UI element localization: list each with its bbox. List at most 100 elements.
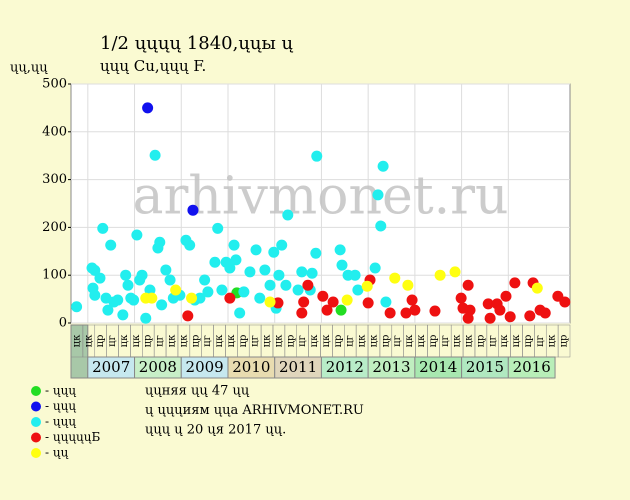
data-point xyxy=(224,292,236,304)
period-label: цк xyxy=(166,334,177,347)
y-tick-label: 200 xyxy=(42,220,67,235)
data-point xyxy=(202,286,214,298)
period-label: цр xyxy=(238,335,249,348)
data-point xyxy=(494,304,506,316)
data-point xyxy=(306,267,318,279)
data-point xyxy=(164,274,176,286)
data-point xyxy=(402,279,414,291)
year-label: 2010 xyxy=(232,358,270,376)
data-point xyxy=(238,286,250,298)
period-cell xyxy=(557,324,571,358)
period-label: цр xyxy=(380,335,391,348)
data-point xyxy=(380,296,392,308)
data-point xyxy=(182,310,194,322)
data-point xyxy=(102,304,114,316)
watermark: arhivmonet.ru xyxy=(132,167,508,227)
note: ųųų ų 20 ųя 2017 ųų. xyxy=(145,423,286,438)
data-point xyxy=(449,266,461,278)
data-point xyxy=(389,272,401,284)
data-point xyxy=(341,294,353,306)
y-tick-label: 500 xyxy=(42,77,67,92)
period-label: цк xyxy=(499,334,510,347)
data-point xyxy=(194,292,206,304)
data-point xyxy=(500,290,512,302)
data-point xyxy=(484,312,496,324)
period-label: цг xyxy=(392,335,403,347)
data-point xyxy=(384,307,396,319)
data-point xyxy=(264,296,276,308)
period-label: цг xyxy=(155,335,166,347)
period-label: цг xyxy=(297,335,308,347)
legend-label: - ųųų xyxy=(45,399,76,413)
period-label: цг xyxy=(345,335,356,347)
year-label: 2016 xyxy=(513,358,551,376)
data-point xyxy=(105,239,117,251)
data-point xyxy=(524,310,536,322)
data-point xyxy=(276,239,288,251)
period-label: цк xyxy=(273,334,284,347)
data-point xyxy=(254,292,266,304)
data-point xyxy=(559,296,571,308)
period-label: цк xyxy=(321,334,332,347)
data-point xyxy=(334,244,346,256)
y-tick-label: 0 xyxy=(59,316,67,331)
data-point xyxy=(170,284,182,296)
period-label: цк xyxy=(511,334,522,347)
data-point xyxy=(140,312,152,324)
data-point xyxy=(184,239,196,251)
year-label: 2015 xyxy=(466,358,504,376)
period-label: цк xyxy=(262,334,273,347)
year-label: 2007 xyxy=(92,358,130,376)
data-point xyxy=(311,150,323,162)
data-point xyxy=(375,220,387,232)
period-label: цк xyxy=(357,334,368,347)
legend-label: - ųų xyxy=(45,446,69,460)
legend-marker xyxy=(31,386,41,396)
year-label: 2009 xyxy=(186,358,224,376)
data-point xyxy=(409,304,421,316)
data-point xyxy=(298,296,310,308)
y-axis-label: ųų,ųų xyxy=(10,61,48,76)
data-point xyxy=(455,292,467,304)
data-point xyxy=(369,262,381,274)
period-label: цг xyxy=(107,335,118,347)
period-label: цр xyxy=(559,335,570,348)
period-label: цр xyxy=(475,335,486,348)
data-point xyxy=(216,284,228,296)
legend-marker xyxy=(31,432,41,443)
data-point xyxy=(292,284,304,296)
data-point xyxy=(335,304,347,316)
legend-label: - ųųųųųБ xyxy=(45,430,101,444)
data-point xyxy=(361,280,373,292)
period-label: цр xyxy=(190,335,201,348)
data-point xyxy=(250,244,262,256)
data-point xyxy=(154,236,166,248)
data-point xyxy=(117,309,129,321)
data-point xyxy=(131,229,143,241)
data-point xyxy=(264,279,276,291)
period-label: цг xyxy=(250,335,261,347)
period-label: цк xyxy=(547,334,558,347)
data-point xyxy=(230,254,242,266)
period-label: цк xyxy=(226,334,237,347)
data-point xyxy=(462,279,474,291)
year-label: 2011 xyxy=(279,358,317,376)
data-point xyxy=(94,272,106,284)
period-label: цк xyxy=(416,334,427,347)
period-label: цк xyxy=(309,334,320,347)
data-point xyxy=(429,305,441,317)
period-label: цр xyxy=(143,335,154,348)
data-point xyxy=(112,294,124,306)
data-point xyxy=(310,247,322,259)
period-label: цк xyxy=(83,334,94,347)
chart-subtitle: ųųų Cu,ųųų F. xyxy=(100,57,206,75)
period-label: цг xyxy=(202,335,213,347)
data-point xyxy=(321,304,333,316)
data-point xyxy=(186,292,198,304)
period-label: цр xyxy=(95,335,106,348)
data-point xyxy=(336,259,348,271)
note: ųųняя ųų 47 ųų xyxy=(145,384,250,399)
data-point xyxy=(349,269,361,281)
data-point xyxy=(71,301,83,313)
